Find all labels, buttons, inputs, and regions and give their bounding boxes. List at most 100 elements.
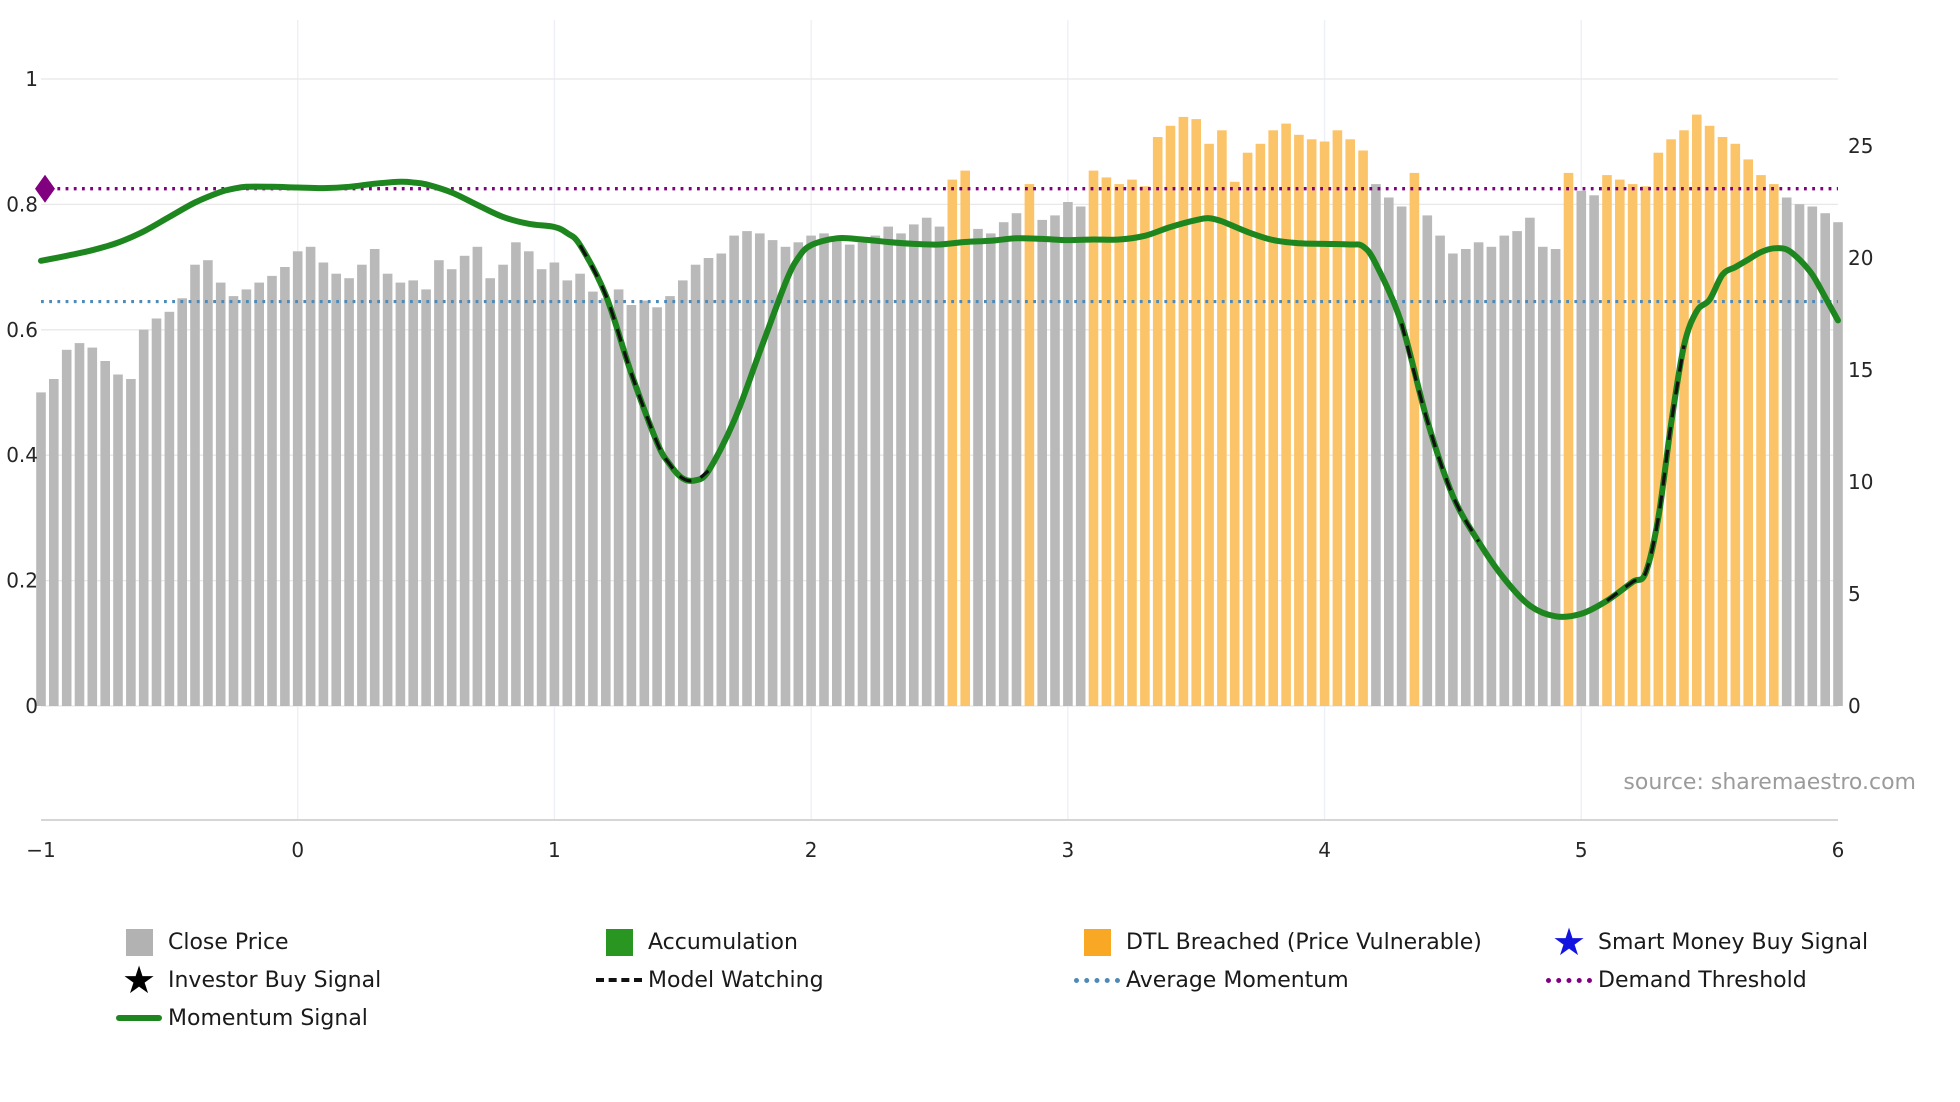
close-price-bar — [1794, 204, 1805, 706]
close-price-bar — [280, 267, 290, 706]
legend-label-close-price: Close Price — [168, 929, 289, 955]
dtl-breached-bar — [1204, 143, 1214, 707]
x-axis-tick-label: 6 — [1832, 838, 1845, 862]
dtl-breached-bar — [1242, 152, 1253, 706]
dtl-breached-bar — [1281, 123, 1291, 707]
legend-item-smart-money: ★ Smart Money Buy Signal — [1540, 923, 1868, 961]
momentum-line — [38, 178, 1841, 620]
legend-item-average-momentum: Average Momentum — [1068, 961, 1349, 999]
close-price-bar — [254, 282, 264, 706]
close-price-bar — [896, 233, 906, 706]
dtl-breached-bar — [1679, 130, 1689, 707]
right-axis-tick-label: 15 — [1848, 358, 1873, 382]
dtl-breached-bar — [1653, 152, 1664, 706]
dtl-breached-bar — [960, 170, 970, 707]
legend-label-accumulation: Accumulation — [648, 929, 798, 955]
close-price-bar — [446, 269, 457, 706]
dtl-breached-bar — [1217, 130, 1227, 707]
close-price-bar — [1473, 242, 1484, 707]
close-price-bar — [113, 374, 123, 706]
close-price-bar — [61, 349, 72, 706]
close-price-bar — [1435, 235, 1445, 706]
close-price-bar — [485, 278, 495, 706]
close-price-bar — [100, 361, 110, 706]
close-price-bar — [1063, 202, 1073, 706]
dtl-breached-bar — [1114, 184, 1124, 707]
close-price-bar — [562, 280, 573, 706]
close-price-bar — [819, 233, 829, 706]
dtl-breached-bar — [1268, 130, 1278, 707]
x-axis-tick-label: 4 — [1318, 838, 1331, 862]
dtl-breached-bar — [1178, 116, 1189, 706]
x-axis-tick-label: 2 — [805, 838, 818, 862]
close-price-bar — [1820, 213, 1830, 706]
close-price-bar — [1807, 206, 1818, 706]
close-price-bar — [357, 264, 367, 706]
dtl-breached-bar — [1332, 130, 1343, 707]
close-price-bar — [613, 289, 624, 706]
close-price-bar — [1512, 231, 1522, 706]
close-price-bar — [588, 291, 598, 706]
dtl-breached-bar — [1602, 175, 1612, 707]
close-price-bar — [665, 296, 675, 706]
dtl-breached-bar — [1409, 172, 1420, 706]
close-price-bar — [601, 298, 611, 706]
close-price-bar — [215, 282, 226, 706]
close-price-bar — [1486, 246, 1497, 707]
close-price-bar — [292, 251, 303, 707]
close-price-bar — [703, 258, 714, 706]
x-axis-tick-label: 0 — [291, 838, 304, 862]
close-price-bar — [305, 246, 316, 707]
chart-area: 0 0.2 0.4 0.6 0.8 1 0 5 10 15 20 25 −1 0 1 2 3 4 5 6 — [6, 20, 1873, 862]
x-axis-tick-label: −1 — [26, 838, 55, 862]
left-axis-tick-label: 0.8 — [6, 192, 38, 216]
left-axis-tick-label: 0 — [25, 694, 38, 718]
close-price-bar — [986, 233, 996, 706]
dtl-breached-bar — [1140, 186, 1150, 707]
legend-label-average-momentum: Average Momentum — [1126, 967, 1349, 993]
close-price-bar — [1011, 213, 1022, 706]
dtl-breached-bar — [1563, 172, 1574, 706]
dashed-line-swatch — [596, 978, 642, 982]
dtl-breached-bar — [1627, 184, 1638, 707]
close-price-bar — [241, 289, 252, 706]
close-price-bar — [228, 296, 239, 706]
right-axis-tick-label: 10 — [1848, 470, 1873, 494]
close-price-bar — [909, 224, 919, 706]
close-price-bar — [126, 379, 136, 706]
dtl-breached-bar — [1730, 143, 1741, 707]
close-price-bar — [498, 264, 508, 706]
close-price-bar — [177, 298, 187, 706]
dtl-breached-bar — [1127, 179, 1137, 707]
legend-label-dtl-breached: DTL Breached (Price Vulnerable) — [1126, 929, 1482, 955]
dtl-breached-bar — [1615, 179, 1625, 707]
dtl-breached-bar — [1319, 141, 1330, 706]
legend-item-accumulation: Accumulation — [590, 923, 798, 961]
close-price-bar — [138, 329, 149, 706]
close-price-bar — [1538, 246, 1548, 707]
close-price-bar — [472, 246, 483, 707]
demand-marker-diamond-icon — [35, 174, 55, 203]
dtl-breached-bar — [1743, 159, 1753, 706]
close-price-bar — [369, 249, 380, 706]
close-price-bar — [74, 343, 85, 706]
legend-item-investor-buy: ★ Investor Buy Signal — [110, 961, 381, 999]
right-axis-tick-label: 0 — [1848, 694, 1861, 718]
close-price-bar — [678, 280, 688, 706]
legend-label-smart-money: Smart Money Buy Signal — [1598, 929, 1869, 955]
close-price-bar — [536, 269, 547, 706]
close-price-bar — [1525, 217, 1535, 706]
close-price-bar — [857, 242, 868, 707]
close-price-bar — [382, 273, 393, 706]
close-price-bar — [806, 235, 816, 706]
legend-item-demand-threshold: Demand Threshold — [1540, 961, 1807, 999]
dtl-breached-bar — [1191, 119, 1201, 707]
close-price-bar — [151, 318, 162, 706]
close-price-bar — [716, 253, 727, 706]
dtl-breached-bar — [1165, 125, 1176, 707]
dtl-breached-bar — [1717, 137, 1728, 706]
close-price-bar — [755, 233, 765, 706]
legend-label-investor-buy: Investor Buy Signal — [168, 967, 382, 993]
close-price-bar — [793, 242, 804, 707]
